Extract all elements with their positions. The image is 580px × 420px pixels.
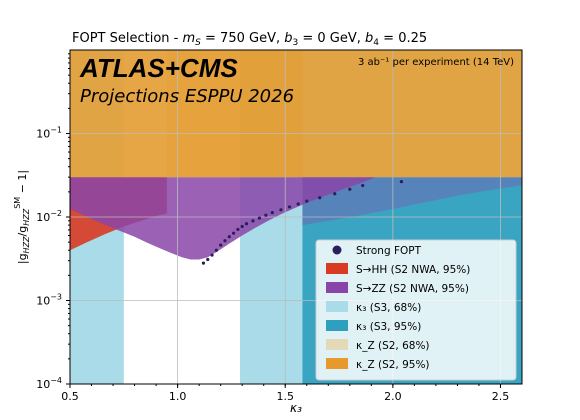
legend: Strong FOPT S→HH (S2 NWA, 95%) S→ZZ (S2 NW… (315, 239, 517, 381)
legend-label: κ_Z (S2, 95%) (356, 359, 430, 371)
projection-label: Projections ESPPU 2026 (80, 86, 294, 107)
fopt-point (236, 227, 240, 232)
band-kappaz-95-center (166, 50, 303, 178)
x-tick-label: 2.5 (492, 390, 510, 403)
fopt-point (201, 261, 206, 265)
legend-label: κ₃ (S3, 95%) (356, 321, 421, 333)
x-tick-label: 2.0 (384, 390, 402, 403)
fopt-point (333, 192, 337, 196)
x-tick-label: 0.5 (61, 390, 79, 403)
legend-box (315, 239, 517, 381)
x-tick-label: 1.0 (169, 390, 187, 403)
legend-swatch (326, 358, 348, 369)
legend-swatch (326, 263, 348, 274)
x-axis-ticks: 0.5 1.0 1.5 2.0 2.5 (61, 384, 509, 403)
legend-label: S→ZZ (S2 NWA, 95%) (356, 283, 469, 295)
fopt-point (305, 199, 309, 203)
luminosity-label: 3 ab⁻¹ per experiment (14 TeV) (358, 57, 514, 68)
fopt-point (251, 219, 255, 223)
fopt-point (361, 183, 365, 188)
experiment-label: ATLAS+CMS (79, 53, 238, 83)
y-tick-label: 10−1 (36, 126, 62, 141)
fopt-point (240, 224, 244, 229)
legend-label: κ_Z (S2, 68%) (356, 340, 430, 352)
fopt-point (210, 253, 214, 257)
x-axis-label: κ₃ (290, 401, 302, 415)
fopt-point (399, 180, 404, 184)
strong-fopt-points (201, 180, 404, 265)
fopt-point (348, 187, 352, 191)
fopt-point (206, 257, 210, 262)
fopt-point (244, 222, 249, 226)
legend-label: S→HH (S2 NWA, 95%) (356, 264, 470, 276)
exclusion-bands (70, 50, 522, 384)
fopt-point (223, 239, 227, 243)
y-axis-ticks: 10−4 10−3 10−2 10−1 (36, 53, 70, 391)
legend-label: κ₃ (S3, 68%) (356, 302, 421, 314)
y-tick-label: 10−3 (36, 293, 62, 308)
band-s-to-zz-right (302, 177, 522, 226)
fopt-point (270, 210, 274, 215)
fopt-point (264, 213, 268, 217)
legend-swatch (326, 282, 348, 293)
legend-swatch (326, 301, 348, 312)
legend-marker (332, 245, 342, 255)
fopt-point (231, 231, 236, 235)
fopt-point (279, 208, 283, 212)
fopt-point (318, 196, 322, 200)
fopt-point (296, 202, 300, 206)
fopt-point (219, 243, 223, 247)
fopt-point (257, 216, 262, 220)
band-s-to-zz (70, 177, 376, 260)
legend-swatch (326, 339, 348, 350)
fopt-point (214, 248, 218, 252)
y-axis-label: |gHZZ/gHZZSM − 1| (13, 170, 31, 264)
fopt-point (227, 235, 231, 239)
band-kappaz-95 (70, 50, 522, 178)
chart-title: FOPT Selection - mS = 750 GeV, b3 = 0 Ge… (72, 31, 427, 48)
legend-label: Strong FOPT (356, 245, 422, 257)
x-tick-label: 1.5 (276, 390, 294, 403)
legend-swatch (326, 320, 348, 331)
y-tick-label: 10−4 (36, 376, 62, 391)
fopt-point (287, 205, 292, 209)
y-tick-label: 10−2 (36, 209, 62, 224)
